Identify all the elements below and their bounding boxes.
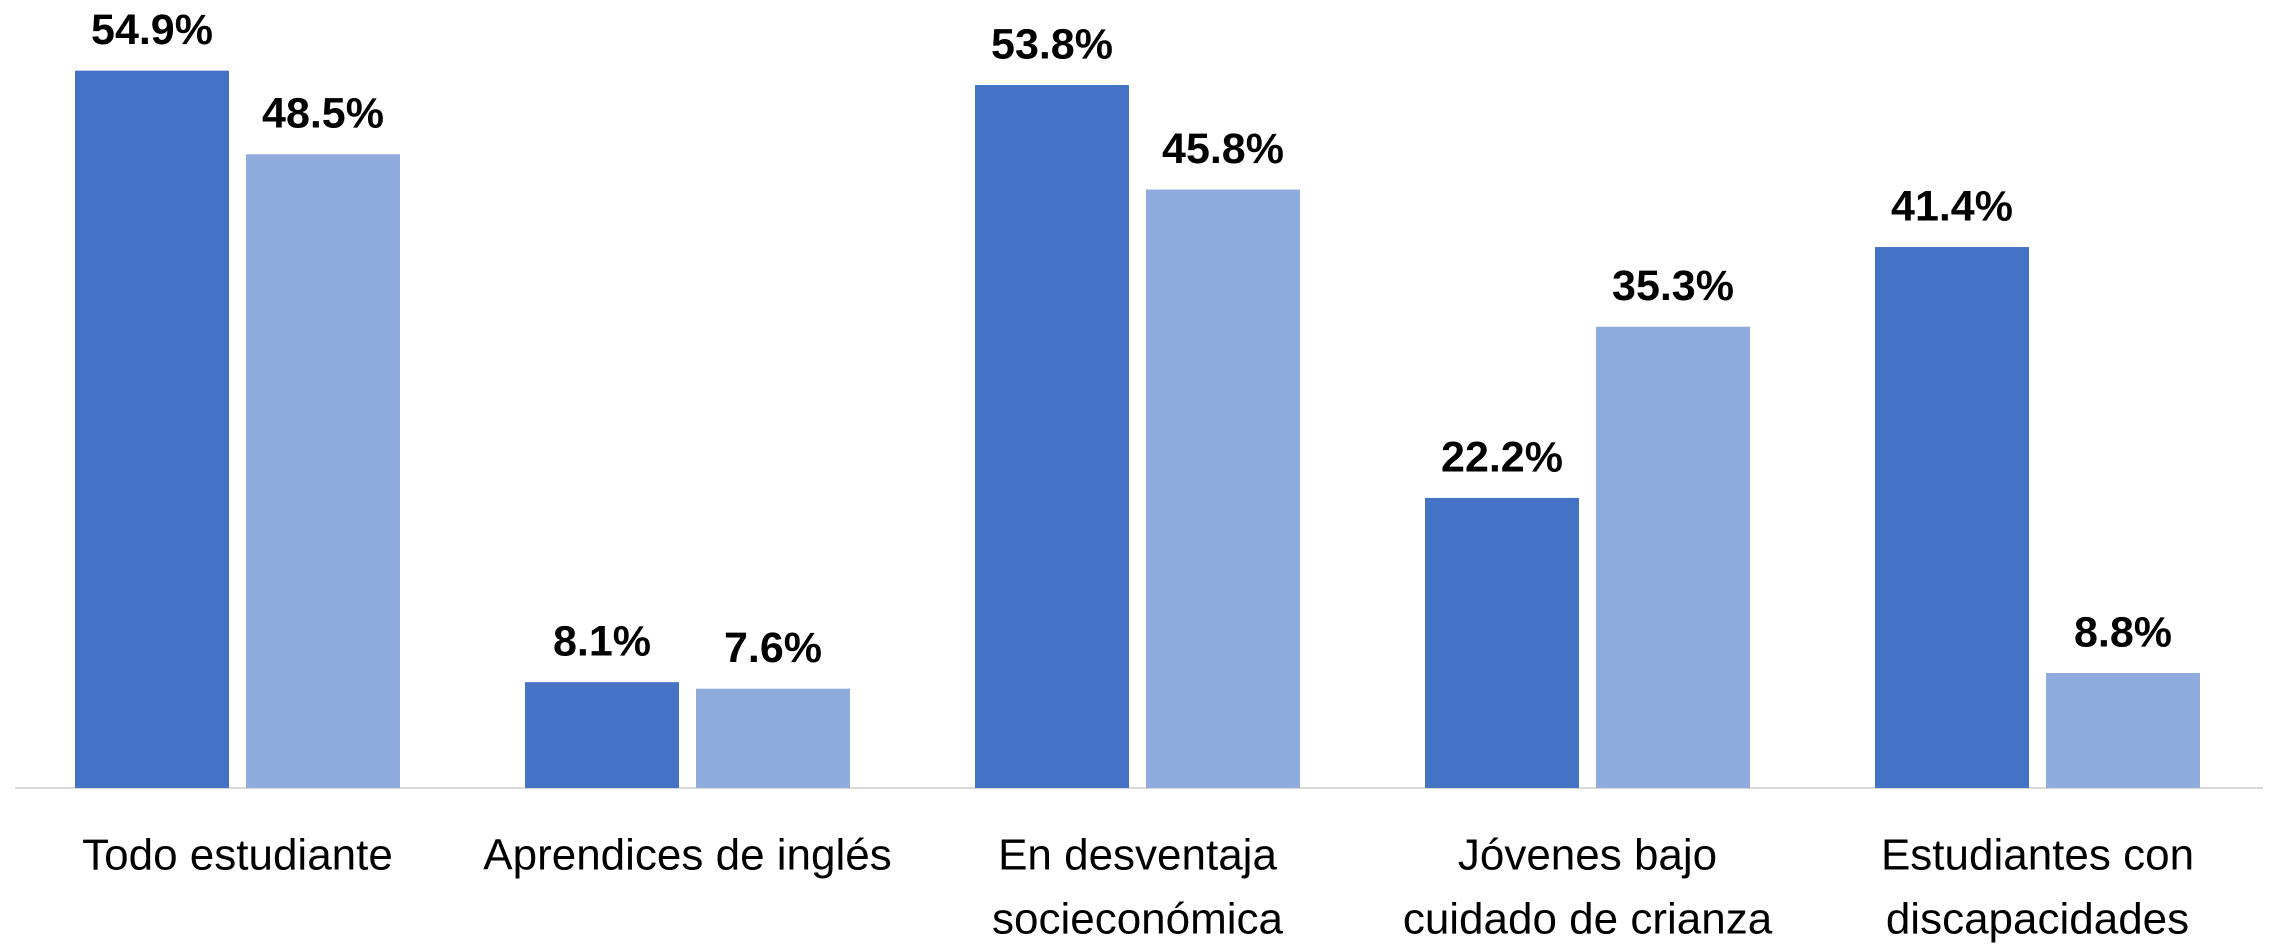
data-label: 22.2% [1441,433,1563,481]
data-label: 8.8% [2074,608,2172,656]
data-label: 48.5% [262,90,384,138]
x-tick-label: Jóvenes bajo [1458,831,1717,880]
data-label: 54.9% [91,6,213,54]
x-tick-label: socieconómica [992,895,1284,944]
data-label: 53.8% [991,20,1113,68]
data-label: 8.1% [553,618,651,666]
x-tick-label: cuidado de crianza [1403,895,1773,944]
bar [975,85,1129,789]
x-tick-label: Estudiantes con [1881,831,2194,880]
x-tick-label: discapacidades [1886,895,2189,944]
x-tick-label: En desventaja [998,831,1277,880]
bar [1875,247,2029,789]
bar [525,682,679,788]
data-label: 35.3% [1612,262,1734,310]
bar [1596,326,1750,788]
x-tick-label: Todo estudiante [82,831,393,880]
data-label: 41.4% [1891,182,2013,230]
bar [2046,673,2200,788]
bar [1425,497,1579,788]
data-label: 7.6% [724,624,822,672]
bar [1146,189,1300,789]
x-tick-label: Aprendices de inglés [483,831,891,880]
bar [696,688,850,788]
bar [75,70,229,788]
data-label: 45.8% [1162,125,1284,173]
bar [246,154,400,788]
